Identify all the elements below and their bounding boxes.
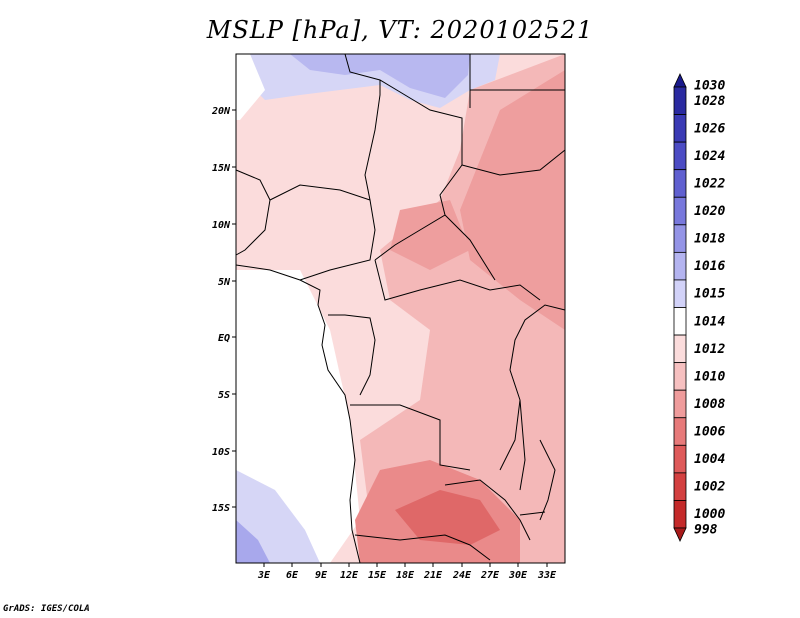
border-zambia-zimbabwe bbox=[444, 479, 531, 541]
border-lake-tanganyika bbox=[519, 399, 526, 491]
colorbar-swatch bbox=[673, 334, 687, 364]
colorbar-label: 1026 bbox=[694, 121, 725, 136]
colorbar-label: 1004 bbox=[694, 452, 725, 467]
lat-label: 5N bbox=[218, 277, 231, 288]
latitude-axis: 20N 15N 10N 5N EQ 5S 10S 15S bbox=[211, 106, 236, 514]
colorbar-label: 1030 bbox=[694, 79, 725, 94]
colorbar-label: 1014 bbox=[694, 314, 725, 329]
lat-label: 10N bbox=[212, 220, 231, 231]
lon-label: 3E bbox=[257, 570, 271, 581]
lat-label: 20N bbox=[211, 106, 231, 117]
lon-label: 33E bbox=[537, 570, 557, 581]
colorbar-swatch bbox=[673, 224, 687, 253]
colorbar-swatch bbox=[673, 196, 687, 226]
lat-label: 15N bbox=[212, 163, 231, 174]
map-borders bbox=[235, 53, 566, 564]
lon-label: 15E bbox=[368, 570, 387, 581]
colorbar-swatch bbox=[673, 307, 687, 336]
border-namibia bbox=[354, 534, 491, 561]
colorbar-swatch bbox=[673, 114, 687, 143]
colorbar-swatch bbox=[673, 444, 687, 474]
border-nigeria bbox=[269, 184, 376, 281]
colorbar-label: 1010 bbox=[694, 369, 725, 384]
colorbar-label: 998 bbox=[694, 522, 718, 537]
lat-label: 15S bbox=[212, 503, 230, 514]
lat-label: 5S bbox=[218, 390, 230, 401]
colorbar-swatch bbox=[673, 389, 687, 419]
lon-label: 24E bbox=[452, 570, 472, 581]
colorbar-label: 1015 bbox=[694, 287, 725, 302]
field-atlantic-1016 bbox=[236, 520, 270, 563]
map-title: MSLP [hPa], VT: 2020102521 bbox=[206, 16, 594, 44]
colorbar-swatch bbox=[673, 86, 687, 115]
colorbar-swatch bbox=[673, 141, 687, 171]
colorbar-label: 1008 bbox=[694, 397, 725, 412]
colorbar-label: 1020 bbox=[694, 204, 725, 219]
map-frame bbox=[235, 53, 566, 564]
field-chad-1008 bbox=[390, 200, 470, 270]
colorbar-swatch bbox=[673, 169, 687, 198]
colorbar-swatch bbox=[673, 251, 687, 281]
colorbar-label: 1024 bbox=[694, 149, 725, 164]
colorbar-label: 1012 bbox=[694, 342, 725, 357]
coast-westafrica bbox=[235, 169, 271, 256]
colorbar-label: 1022 bbox=[694, 176, 725, 191]
border-sudan-north bbox=[461, 149, 566, 176]
colorbar-label: 1000 bbox=[694, 507, 725, 522]
lon-label: 12E bbox=[340, 570, 359, 581]
colorbar-label: 1006 bbox=[694, 425, 725, 440]
colorbar-swatch bbox=[673, 362, 687, 391]
colorbar-swatch bbox=[673, 279, 687, 308]
field-east-1008 bbox=[460, 70, 565, 330]
colorbar-label: 1028 bbox=[694, 94, 725, 109]
colorbar-arrow-top bbox=[673, 73, 687, 88]
border-car-south bbox=[374, 259, 541, 301]
border-malawi bbox=[539, 439, 556, 521]
border-niger-chad bbox=[344, 53, 463, 261]
lat-label: 10S bbox=[212, 447, 230, 458]
border-angola-drc bbox=[350, 404, 471, 471]
border-great-lakes bbox=[499, 304, 566, 471]
colorbar-label: 1002 bbox=[694, 480, 725, 495]
lon-label: 18E bbox=[396, 570, 415, 581]
field-sahara-1016 bbox=[290, 54, 470, 98]
lon-label: 9E bbox=[315, 570, 328, 581]
colorbar-label: 1016 bbox=[694, 259, 725, 274]
longitude-axis: 3E 6E 9E 12E 15E 18E 21E 24E 27E 30E 33E bbox=[257, 563, 557, 581]
lon-label: 27E bbox=[480, 570, 500, 581]
field-south-1006 bbox=[395, 490, 500, 545]
lon-label: 30E bbox=[508, 570, 528, 581]
credit-text: GrADS: IGES/COLA bbox=[3, 604, 90, 614]
colorbar-arrow-bottom bbox=[673, 527, 687, 542]
border-zambezi bbox=[519, 511, 546, 516]
colorbar-swatch bbox=[673, 472, 687, 501]
lon-label: 6E bbox=[286, 570, 299, 581]
border-congo bbox=[328, 314, 376, 396]
lat-label: EQ bbox=[218, 333, 230, 344]
lon-label: 21E bbox=[423, 570, 443, 581]
coast-atlantic bbox=[235, 264, 361, 564]
border-niger-east bbox=[364, 80, 381, 201]
pressure-field bbox=[236, 54, 565, 563]
colorbar-swatch bbox=[673, 500, 687, 529]
border-sudan-car bbox=[444, 214, 496, 281]
colorbar-swatch bbox=[673, 417, 687, 446]
colorbar-label: 1018 bbox=[694, 232, 725, 247]
field-nw-white bbox=[236, 54, 265, 120]
